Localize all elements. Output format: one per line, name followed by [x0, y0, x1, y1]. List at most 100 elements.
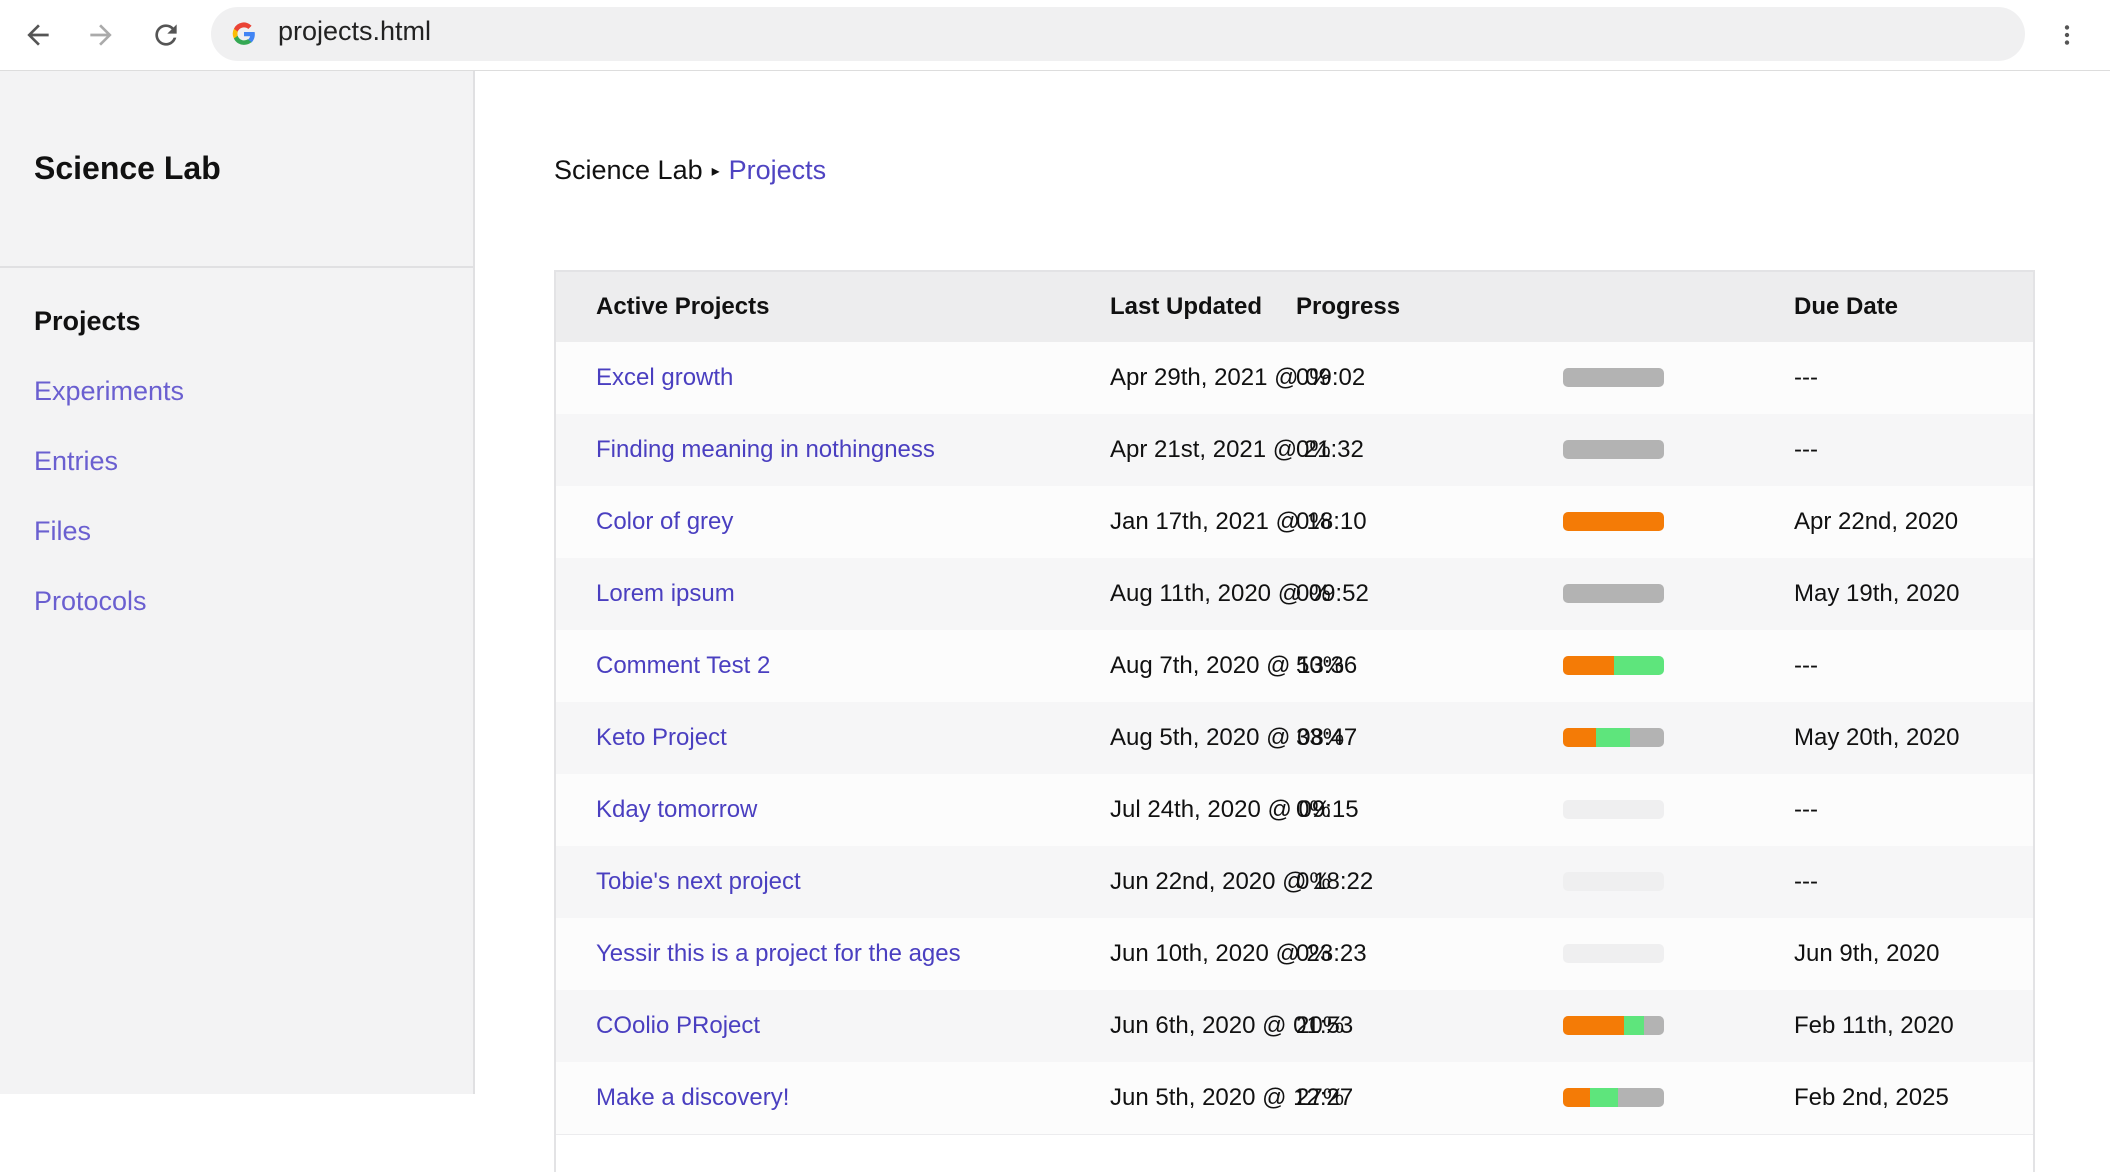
last-updated: Jun 6th, 2020 @ 01:53 — [1110, 1012, 1354, 1039]
progress-segment — [1629, 728, 1664, 747]
progress-segment — [1563, 1088, 1591, 1107]
due-date: --- — [1794, 436, 1818, 463]
breadcrumb-current[interactable]: Projects — [728, 155, 827, 185]
google-icon — [232, 22, 255, 45]
project-link[interactable]: Finding meaning in nothingness — [596, 436, 935, 463]
project-link[interactable]: Color of grey — [596, 508, 734, 535]
breadcrumb: Science Lab ▸ Projects — [554, 155, 826, 186]
column-header: Last Updated — [1110, 293, 1263, 320]
progress-bar — [1563, 872, 1664, 891]
table-row: Kday tomorrow Jul 24th, 2020 @ 09:15 0% --- — [556, 774, 2033, 847]
project-link[interactable]: Tobie's next project — [596, 868, 801, 895]
due-date: May 20th, 2020 — [1794, 724, 1960, 751]
project-link[interactable]: Keto Project — [596, 724, 727, 751]
progress-bar — [1563, 1088, 1664, 1107]
table-row: Tobie's next project Jun 22nd, 2020 @ 18:… — [556, 846, 2033, 919]
nav-link[interactable]: Files — [34, 516, 92, 546]
progress-segment — [1590, 1088, 1618, 1107]
forward-button[interactable] — [85, 19, 117, 51]
last-updated: Jan 17th, 2021 @ 18:10 — [1110, 508, 1367, 535]
progress-bar — [1563, 584, 1664, 603]
progress-percent: 0% — [1296, 580, 1331, 607]
due-date: Feb 2nd, 2025 — [1794, 1084, 1949, 1111]
table-row: Lorem ipsum Aug 11th, 2020 @ 09:52 0% May 1… — [556, 558, 2033, 631]
last-updated: Apr 29th, 2021 @ 09:02 — [1110, 364, 1366, 391]
progress-percent: 50% — [1296, 652, 1345, 679]
progress-percent: 33% — [1296, 724, 1345, 751]
progress-bar — [1563, 728, 1664, 747]
due-date: --- — [1794, 868, 1818, 895]
nav-link[interactable]: Projects — [34, 306, 141, 336]
progress-bar — [1563, 656, 1664, 675]
progress-segment — [1596, 728, 1630, 747]
progress-bar — [1563, 800, 1664, 819]
project-link[interactable]: Make a discovery! — [596, 1084, 790, 1111]
url-text: projects.html — [278, 16, 432, 46]
column-header: Due Date — [1794, 293, 1899, 320]
divider — [0, 266, 473, 268]
progress-bar — [1563, 1016, 1664, 1035]
progress-segment — [1563, 512, 1664, 531]
due-date: Apr 22nd, 2020 — [1794, 508, 1959, 535]
column-header: Active Projects — [596, 293, 770, 320]
table-row: Finding meaning in nothingness Apr 21st, … — [556, 414, 2033, 487]
table-row: Make a discovery! Jun 5th, 2020 @ 12:27 27… — [556, 1062, 2033, 1135]
project-link[interactable]: Lorem ipsum — [596, 580, 735, 607]
progress-segment — [1563, 728, 1597, 747]
progress-segment — [1617, 1088, 1664, 1107]
last-updated: Jun 22nd, 2020 @ 18:22 — [1110, 868, 1374, 895]
table-header: Active Projects Last Updated Progress Due D… — [556, 272, 2033, 343]
progress-segment — [1563, 584, 1664, 603]
nav-link[interactable]: Entries — [34, 446, 119, 476]
progress-bar — [1563, 440, 1664, 459]
due-date: Jun 9th, 2020 — [1794, 940, 1940, 967]
progress-bar — [1563, 512, 1664, 531]
breadcrumb-item[interactable]: Science Lab — [554, 155, 703, 185]
project-link[interactable]: Yessir this is a project for the ages — [596, 940, 961, 967]
sidebar-title: Science Lab — [34, 150, 221, 186]
table-row: Yessir this is a project for the ages Jun… — [556, 918, 2033, 991]
project-link[interactable]: Excel growth — [596, 364, 734, 391]
breadcrumb-separator: ▸ — [711, 163, 720, 180]
due-date: --- — [1794, 364, 1818, 391]
progress-segment — [1623, 1016, 1644, 1035]
project-link[interactable]: COolio PRoject — [596, 1012, 761, 1039]
due-date: --- — [1794, 652, 1818, 679]
progress-segment — [1613, 656, 1664, 675]
table-row: Keto Project Aug 5th, 2020 @ 08:47 33% May … — [556, 702, 2033, 775]
menu-button[interactable] — [2054, 19, 2080, 51]
progress-percent: 20% — [1296, 1012, 1345, 1039]
nav-link[interactable]: Experiments — [34, 376, 185, 406]
project-link[interactable]: Comment Test 2 — [596, 652, 771, 679]
progress-bar — [1563, 944, 1664, 963]
last-updated: Apr 21st, 2021 @ 21:32 — [1110, 436, 1364, 463]
last-updated: Aug 5th, 2020 @ 08:47 — [1110, 724, 1358, 751]
table-row: Comment Test 2 Aug 7th, 2020 @ 13:36 50% --… — [556, 630, 2033, 703]
project-link[interactable]: Kday tomorrow — [596, 796, 758, 823]
progress-percent: 0% — [1296, 364, 1331, 391]
sidebar — [0, 71, 475, 1094]
nav-link[interactable]: Protocols — [34, 586, 147, 616]
progress-percent: 0% — [1296, 796, 1331, 823]
progress-segment — [1563, 440, 1664, 459]
last-updated: Aug 7th, 2020 @ 13:36 — [1110, 652, 1358, 679]
due-date: Feb 11th, 2020 — [1794, 1012, 1954, 1039]
last-updated: Jun 10th, 2020 @ 23:23 — [1110, 940, 1367, 967]
column-header: Progress — [1296, 293, 1401, 320]
progress-segment — [1563, 1016, 1624, 1035]
table-row: COolio PRoject Jun 6th, 2020 @ 01:53 20% Fe… — [556, 990, 2033, 1063]
table-row: Color of grey Jan 17th, 2021 @ 18:10 0% Apr… — [556, 486, 2033, 559]
due-date: --- — [1794, 796, 1818, 823]
back-button[interactable] — [22, 19, 54, 51]
progress-percent: 0% — [1296, 508, 1331, 535]
last-updated: Aug 11th, 2020 @ 09:52 — [1110, 580, 1369, 607]
address-bar[interactable] — [211, 7, 2025, 61]
progress-bar — [1563, 368, 1664, 387]
browser-toolbar: projects.html — [0, 0, 2110, 71]
progress-percent: 0% — [1296, 868, 1331, 895]
due-date: May 19th, 2020 — [1794, 580, 1960, 607]
progress-segment — [1563, 368, 1664, 387]
reload-button[interactable] — [150, 19, 182, 51]
